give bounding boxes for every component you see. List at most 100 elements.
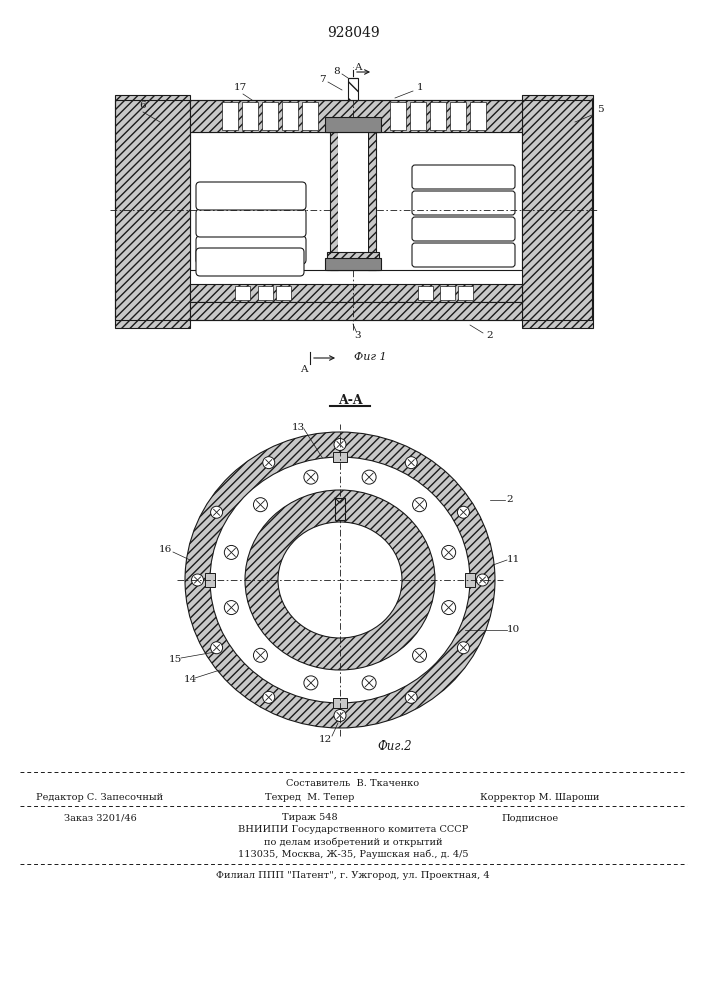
Bar	[115, 100, 592, 320]
Bar	[333, 452, 347, 462]
Text: Филиал ППП "Патент", г. Ужгород, ул. Проектная, 4: Филиал ППП "Патент", г. Ужгород, ул. Про…	[216, 871, 490, 880]
Text: 12: 12	[318, 736, 332, 744]
Bar	[190, 302, 522, 320]
Circle shape	[457, 506, 469, 518]
Circle shape	[362, 470, 376, 484]
Bar	[190, 100, 522, 132]
Text: 9: 9	[319, 570, 325, 580]
Bar	[190, 284, 522, 302]
Bar	[522, 95, 593, 328]
Bar	[190, 302, 522, 320]
Text: 13: 13	[291, 422, 305, 432]
FancyBboxPatch shape	[196, 209, 306, 237]
Text: A: A	[300, 365, 308, 374]
Bar	[330, 132, 338, 270]
FancyBboxPatch shape	[412, 165, 515, 189]
Text: 17: 17	[233, 84, 247, 93]
Bar	[190, 284, 522, 302]
Circle shape	[413, 648, 426, 662]
Bar	[327, 252, 379, 270]
FancyBboxPatch shape	[196, 182, 306, 210]
Text: Фиг.2: Фиг.2	[378, 740, 412, 752]
Circle shape	[211, 506, 223, 518]
Bar	[190, 100, 522, 132]
Bar	[205, 573, 215, 587]
Text: 15: 15	[168, 656, 182, 664]
FancyBboxPatch shape	[196, 248, 304, 276]
Circle shape	[477, 574, 489, 586]
Bar	[325, 117, 381, 132]
Bar	[302, 102, 318, 130]
Circle shape	[334, 438, 346, 450]
Bar	[222, 102, 238, 130]
Text: 2: 2	[486, 330, 493, 340]
Bar	[522, 95, 593, 328]
Bar	[333, 698, 347, 708]
Text: 10: 10	[506, 626, 520, 635]
Text: Тираж 548: Тираж 548	[282, 814, 338, 822]
Text: Редактор С. Запесочный: Редактор С. Запесочный	[37, 792, 163, 802]
Circle shape	[263, 457, 275, 469]
Circle shape	[304, 676, 318, 690]
Ellipse shape	[185, 432, 495, 728]
Text: Подписное: Подписное	[501, 814, 559, 822]
Bar	[276, 286, 291, 300]
Circle shape	[253, 498, 267, 512]
Bar	[470, 102, 486, 130]
Bar	[190, 132, 522, 270]
Text: 928049: 928049	[327, 26, 380, 40]
Bar	[115, 95, 190, 328]
Bar	[450, 102, 466, 130]
Circle shape	[362, 676, 376, 690]
Text: 11: 11	[506, 556, 520, 564]
Bar	[410, 102, 426, 130]
Circle shape	[413, 498, 426, 512]
Circle shape	[224, 545, 238, 559]
Text: 14: 14	[183, 676, 197, 684]
Text: Корректор М. Шароши: Корректор М. Шароши	[480, 792, 600, 802]
Bar	[418, 286, 433, 300]
Circle shape	[334, 710, 346, 722]
Ellipse shape	[278, 522, 402, 638]
Text: 8: 8	[334, 68, 340, 77]
Text: 16: 16	[158, 546, 172, 554]
Text: по делам изобретений и открытий: по делам изобретений и открытий	[264, 837, 443, 847]
Circle shape	[442, 601, 456, 615]
Text: Техред  М. Тепер: Техред М. Тепер	[265, 792, 355, 802]
FancyBboxPatch shape	[412, 243, 515, 267]
Text: A-A: A-A	[338, 393, 362, 406]
Text: 2: 2	[507, 495, 513, 504]
Text: Заказ 3201/46: Заказ 3201/46	[64, 814, 136, 822]
Bar	[327, 252, 379, 270]
Circle shape	[224, 601, 238, 615]
Bar	[282, 102, 298, 130]
Bar	[368, 132, 376, 270]
Circle shape	[253, 648, 267, 662]
Text: ВНИИПИ Государственного комитета СССР: ВНИИПИ Государственного комитета СССР	[238, 826, 468, 834]
Bar	[330, 132, 338, 270]
Bar	[458, 286, 473, 300]
Circle shape	[405, 457, 417, 469]
Bar	[430, 102, 446, 130]
Circle shape	[192, 574, 204, 586]
FancyBboxPatch shape	[196, 236, 306, 264]
Text: Составитель  В. Ткаченко: Составитель В. Ткаченко	[286, 780, 419, 788]
Circle shape	[211, 642, 223, 654]
Bar	[465, 573, 475, 587]
Bar	[335, 498, 345, 520]
Text: A: A	[354, 64, 362, 73]
Bar	[242, 102, 258, 130]
Text: Фиг 1: Фиг 1	[354, 352, 386, 362]
FancyBboxPatch shape	[412, 217, 515, 241]
Circle shape	[304, 470, 318, 484]
Bar	[235, 286, 250, 300]
Text: 6: 6	[140, 101, 146, 109]
FancyBboxPatch shape	[412, 191, 515, 215]
Text: 7: 7	[319, 76, 325, 85]
Bar	[262, 102, 278, 130]
Circle shape	[263, 691, 275, 703]
Bar	[338, 132, 368, 270]
Circle shape	[442, 545, 456, 559]
Bar	[335, 498, 345, 520]
Bar	[258, 286, 273, 300]
